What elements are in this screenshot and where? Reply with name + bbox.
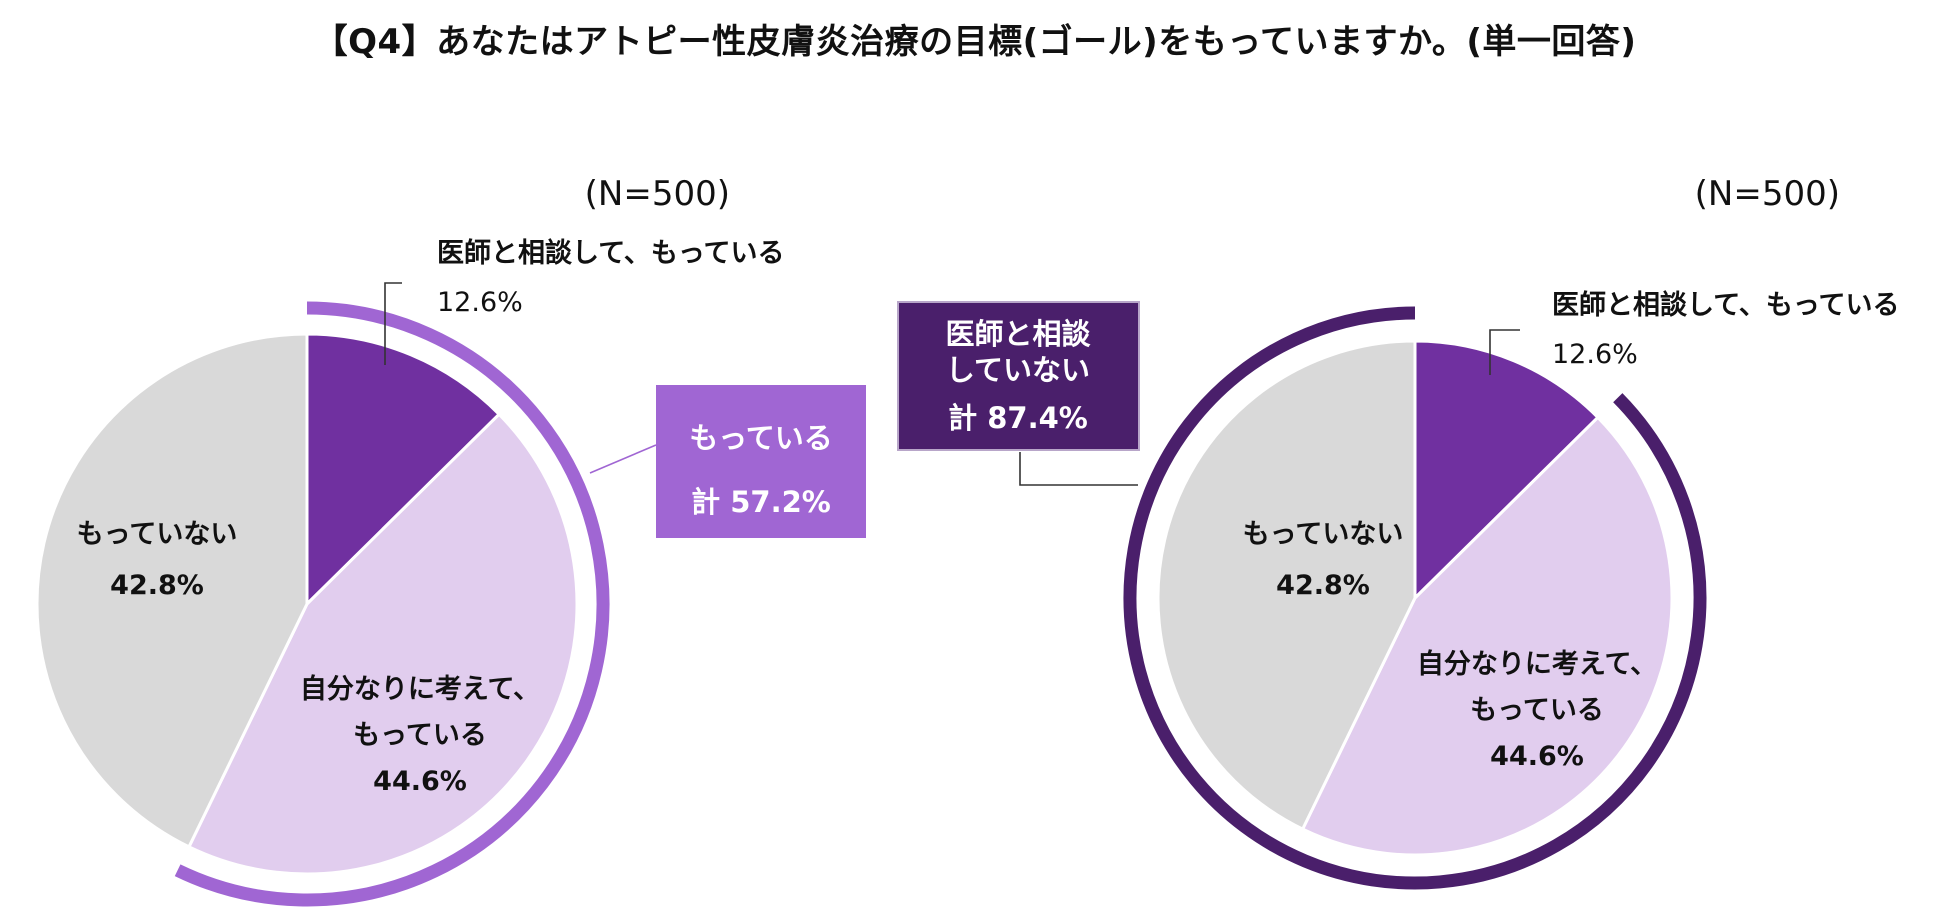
chart-title: 【Q4】あなたはアトピー性皮膚炎治療の目標(ゴール)をもっていますか。(単一回答… [313,22,1637,62]
total-box-text: 医師と相談 [945,317,1091,351]
pie-slice-self [186,412,579,876]
sample-size-label: (N=500) [1695,174,1840,214]
slice-label: もっていない [77,519,238,550]
pie-slice-consulted [1413,339,1600,602]
slice-label: もっていない [1243,519,1404,550]
total-box-text: もっている [689,421,833,455]
bracket-arc [174,301,610,907]
total-box-text: 計 57.2% [691,485,831,519]
slice-leader-line [1489,329,1520,375]
total-box [656,385,866,538]
slice-value-label: 44.6% [1490,741,1584,772]
total-box [897,301,1140,451]
sample-size-label: (N=500) [585,174,730,214]
slice-value-label: 12.6% [1552,339,1638,370]
slice-leader-line [384,282,402,365]
total-box-text: していない [946,353,1090,387]
slice-label: 医師と相談して、もっている [1552,289,1900,321]
slice-value-label: 44.6% [373,766,467,797]
pie-slice-consulted [305,332,502,608]
pie-slice-none [35,332,309,849]
slice-label: 医師と相談して、もっている [437,237,785,269]
pie-slice-none [1156,339,1417,832]
slice-label: もっている [1470,695,1604,726]
bracket-connector [589,444,657,474]
total-box-text: 計 87.4% [948,401,1088,435]
slice-value-label: 42.8% [110,570,204,601]
bracket-connector [1019,452,1138,486]
slice-label: 自分なりに考えて、 [1417,648,1657,680]
slice-label: 自分なりに考えて、 [300,673,540,705]
bracket-arc [1123,306,1707,890]
slice-value-label: 42.8% [1276,570,1370,601]
pie-slice-self [1300,415,1674,857]
slice-label: もっている [353,720,487,751]
slice-value-label: 12.6% [437,287,523,318]
